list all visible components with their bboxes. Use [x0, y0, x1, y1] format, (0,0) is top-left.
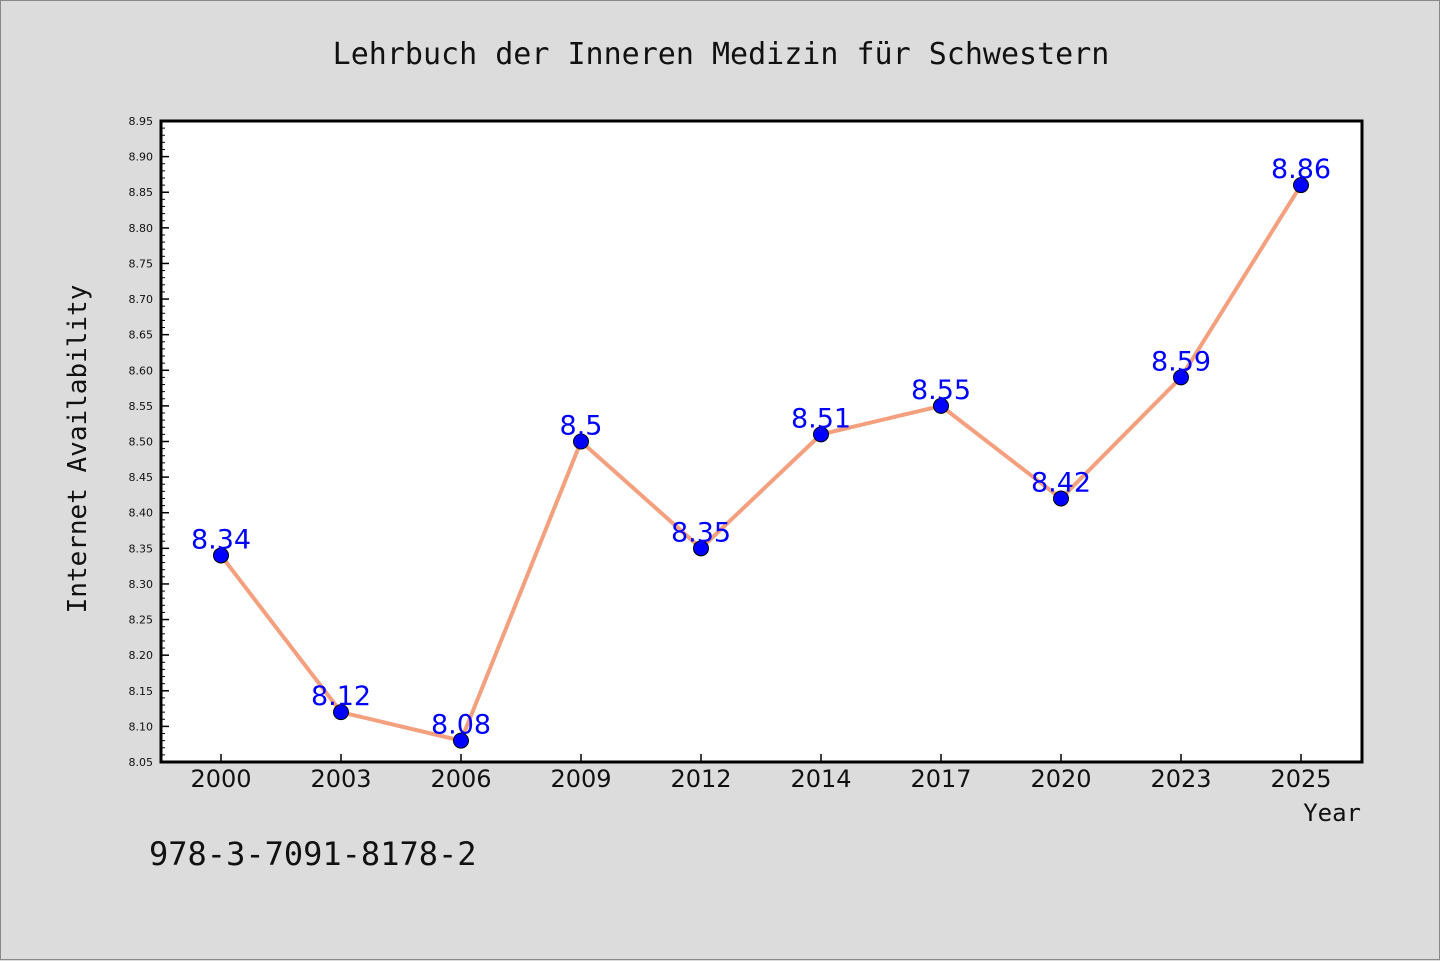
y-tick-label: 8.65: [129, 329, 154, 342]
x-tick-label: 2020: [1030, 765, 1091, 793]
data-point: [213, 547, 229, 564]
x-tick-label: 2003: [310, 765, 371, 793]
y-tick-label: 8.95: [129, 115, 154, 128]
data-point: [1293, 177, 1309, 194]
y-tick-label: 8.10: [129, 720, 154, 733]
data-label: 8.08: [431, 710, 491, 741]
data-label: 8.55: [911, 375, 971, 406]
x-tick-label: 2017: [910, 765, 971, 793]
y-tick-label: 8.85: [129, 186, 154, 199]
data-point: [1053, 490, 1069, 507]
data-point: [813, 426, 829, 443]
data-point: [333, 704, 349, 721]
y-tick-label: 8.70: [129, 293, 154, 306]
y-tick-label: 8.75: [129, 257, 154, 270]
series-line: [219, 183, 1303, 743]
y-tick-label: 8.20: [129, 649, 154, 662]
data-point: [1173, 369, 1189, 386]
y-tick-label: 8.80: [129, 222, 154, 235]
data-label: 8.59: [1151, 346, 1211, 377]
y-tick-label: 8.40: [129, 507, 154, 520]
data-label: 8.42: [1031, 467, 1091, 498]
data-point: [453, 732, 469, 749]
data-point: [573, 433, 589, 450]
y-tick-label: 8.30: [129, 578, 154, 591]
y-axis: 8.05 8.10 8.15 8.20 8.25 8.30 8.35 8.40 8.45 8.50…: [129, 115, 169, 769]
data-label: 8.35: [671, 517, 731, 548]
x-tick-label: 2014: [790, 765, 851, 793]
series-layer: 8.34 8.12 8.08 8.5 8.35 8.51 8.55 8.42 8.59 8.86: [191, 154, 1331, 749]
data-label: 8.5: [560, 411, 603, 442]
y-tick-label: 8.25: [129, 614, 154, 627]
isbn-text: 978-3-7091-8178-2: [149, 835, 477, 873]
x-tick-label: 2009: [550, 765, 611, 793]
y-tick-label: 8.45: [129, 471, 154, 484]
x-tick-label: 2000: [190, 765, 251, 793]
data-point: [933, 397, 949, 414]
y-tick-label: 8.35: [129, 542, 154, 555]
data-label: 8.51: [791, 403, 851, 434]
plot-area: [159, 119, 1364, 764]
data-point: [693, 540, 709, 557]
x-tick-label: 2012: [670, 765, 731, 793]
y-tick-label: 8.05: [129, 756, 154, 769]
data-label: 8.86: [1271, 154, 1331, 185]
y-tick-label: 8.90: [129, 151, 154, 164]
y-tick-label: 8.60: [129, 364, 154, 377]
y-tick-label: 8.15: [129, 685, 154, 698]
data-label: 8.34: [191, 524, 251, 555]
chart-title: Lehrbuch der Inneren Medizin für Schwest…: [333, 37, 1110, 72]
y-tick-label: 8.55: [129, 400, 154, 413]
x-tick-label: 2025: [1270, 765, 1331, 793]
y-tick-label: 8.50: [129, 436, 154, 449]
x-tick-label: 2006: [430, 765, 491, 793]
x-axis: 2000 2003 2006 2009 2012 2014 2017 2020 2023 2025: [190, 754, 1332, 793]
x-axis-label: Year: [1303, 799, 1361, 827]
x-tick-label: 2023: [1150, 765, 1211, 793]
data-label: 8.12: [311, 681, 371, 712]
y-axis-label: Internet Availability: [63, 285, 93, 614]
